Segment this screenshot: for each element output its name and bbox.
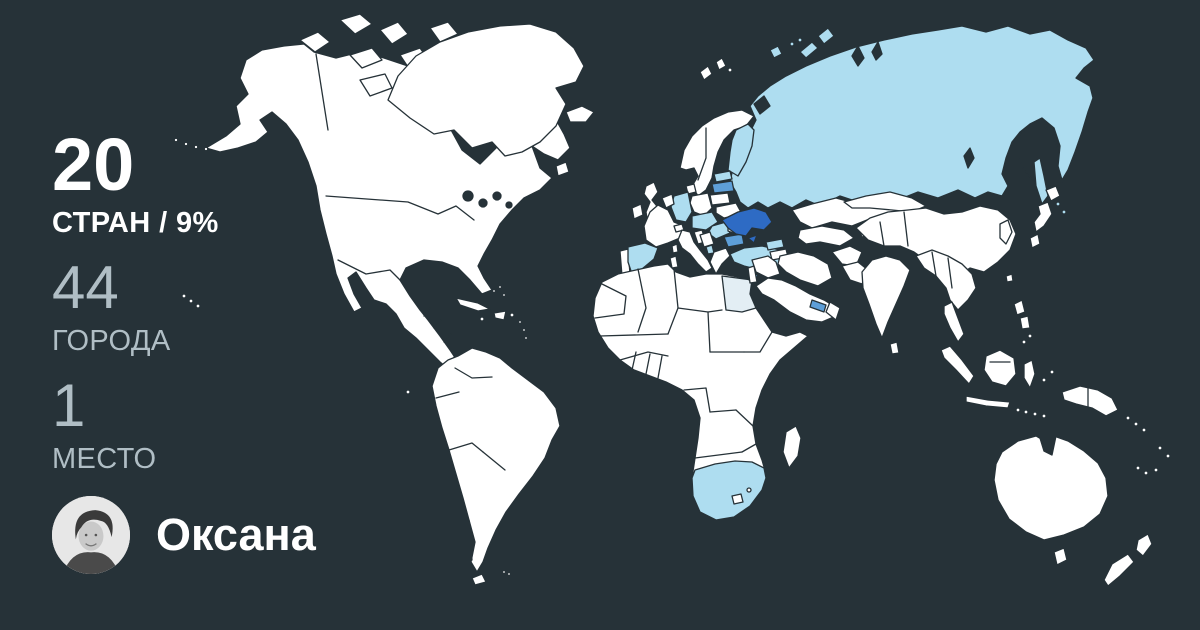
country-bulgaria bbox=[723, 233, 745, 248]
borneo bbox=[983, 349, 1017, 387]
caribbean-islands bbox=[455, 284, 529, 341]
country-france bbox=[643, 204, 685, 248]
country-lithuania bbox=[709, 192, 731, 206]
country-montenegro bbox=[705, 244, 715, 255]
country-greece bbox=[709, 247, 731, 275]
korea bbox=[999, 219, 1013, 245]
africa bbox=[592, 263, 809, 521]
country-estonia bbox=[713, 170, 733, 183]
new-guinea bbox=[1061, 385, 1119, 417]
country-iran bbox=[777, 251, 833, 287]
country-spain bbox=[627, 242, 659, 275]
philippines bbox=[1013, 299, 1026, 316]
country-china bbox=[855, 205, 1017, 278]
java bbox=[965, 395, 1011, 409]
country-germany bbox=[670, 191, 693, 223]
countries-count: 20 bbox=[52, 123, 135, 206]
country-south-africa bbox=[691, 460, 767, 521]
countries-label: СТРАН / 9% bbox=[52, 207, 219, 239]
country-finland bbox=[727, 123, 755, 177]
oceania bbox=[940, 345, 1171, 587]
sumatra bbox=[940, 345, 975, 385]
greenland bbox=[387, 23, 733, 157]
country-latvia bbox=[711, 180, 735, 194]
profile-name[interactable]: Оксана bbox=[156, 509, 316, 560]
country-ukraine-home bbox=[721, 207, 773, 237]
europe bbox=[619, 109, 773, 288]
profile-row: Оксана bbox=[52, 496, 316, 574]
places-label: МЕСТО bbox=[52, 443, 157, 475]
country-india bbox=[861, 255, 911, 339]
japan bbox=[1045, 185, 1061, 202]
country-serbia bbox=[699, 231, 715, 248]
stat-countries: 20 СТРАН / 9% bbox=[52, 128, 219, 240]
madagascar bbox=[782, 425, 802, 469]
sulawesi bbox=[1023, 359, 1036, 389]
cities-label: ГОРОДА bbox=[52, 325, 171, 357]
stat-places: 1 МЕСТО bbox=[52, 376, 219, 476]
sakhalin-island bbox=[1033, 157, 1049, 205]
avatar-portrait bbox=[52, 496, 130, 574]
avatar[interactable] bbox=[52, 496, 130, 574]
country-norway-sweden bbox=[679, 109, 755, 197]
tasmania bbox=[1053, 547, 1068, 566]
country-lesotho bbox=[731, 493, 744, 505]
country-italy bbox=[677, 229, 713, 273]
places-count: 1 bbox=[52, 372, 86, 439]
south-america bbox=[405, 347, 561, 586]
cities-count: 44 bbox=[52, 254, 119, 321]
stats-panel: 20 СТРАН / 9% 44 ГОРОДА 1 МЕСТО bbox=[52, 128, 219, 476]
asia bbox=[791, 185, 1061, 355]
arabian-peninsula bbox=[755, 277, 837, 323]
country-georgia bbox=[765, 238, 785, 251]
stat-cities: 44 ГОРОДА bbox=[52, 258, 219, 358]
new-zealand bbox=[1135, 533, 1153, 557]
country-ireland bbox=[631, 203, 644, 220]
country-denmark bbox=[685, 183, 697, 195]
middle-east bbox=[729, 238, 841, 323]
country-uae bbox=[809, 299, 827, 313]
country-russia bbox=[729, 25, 1095, 215]
